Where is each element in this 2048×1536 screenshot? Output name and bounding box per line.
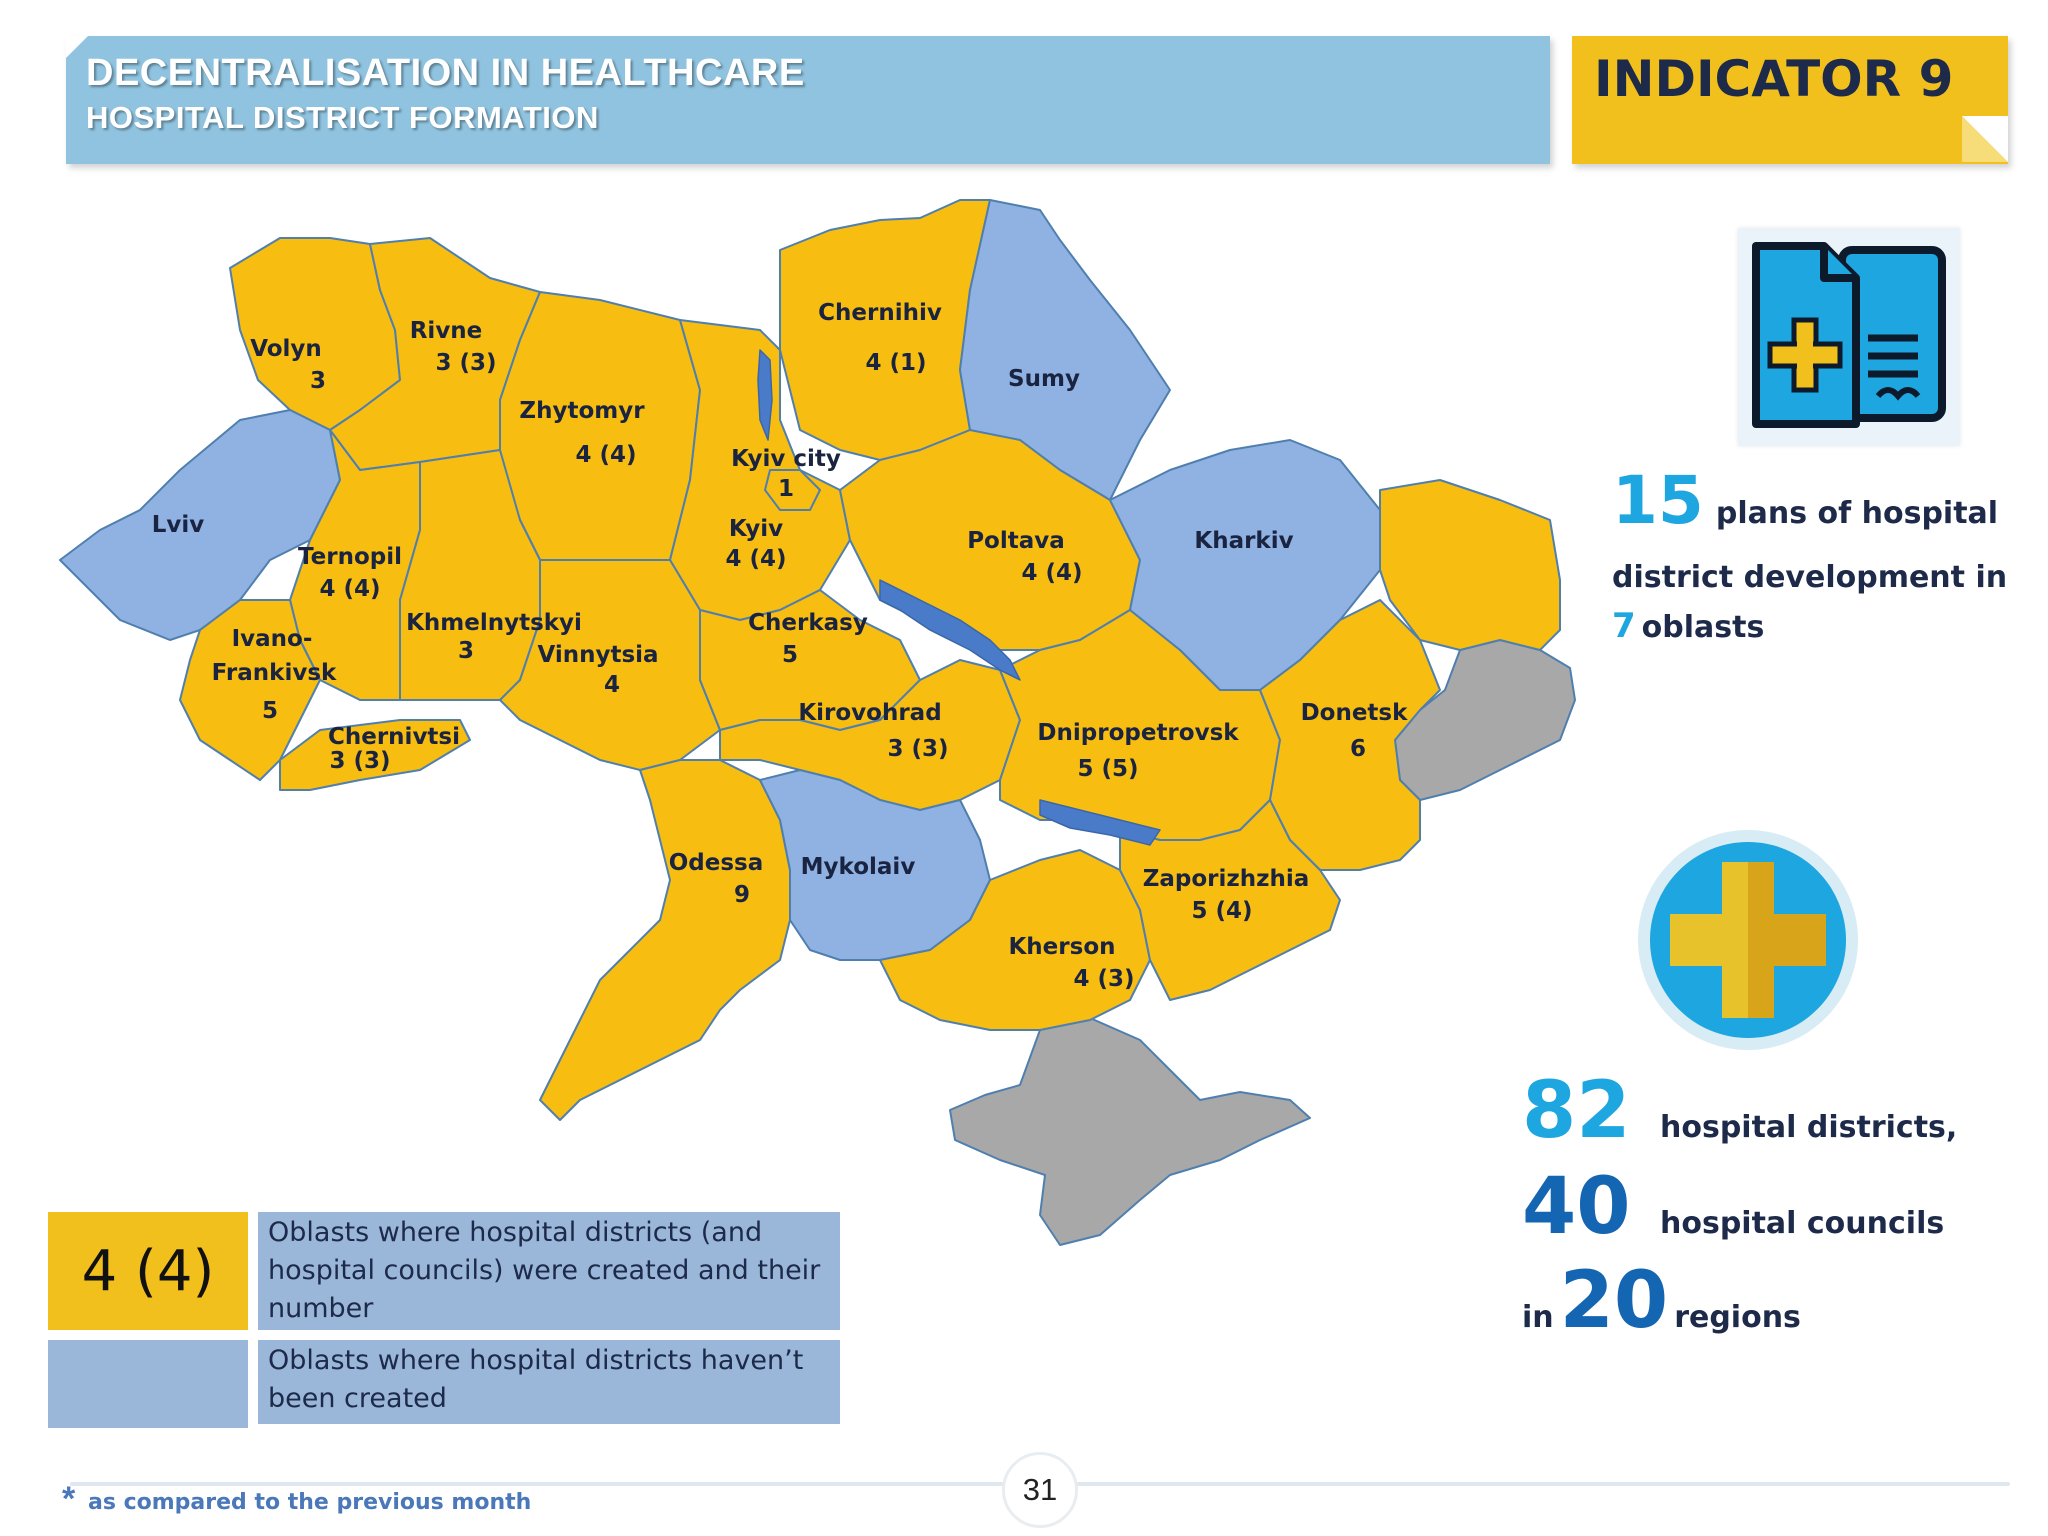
legend-swatch-created: 4 (4) [48, 1212, 248, 1330]
value-kirovohrad: 3 (3) [887, 736, 948, 762]
label-cherkasy: Cherkasy [748, 610, 868, 636]
value-volyn: 3 [310, 368, 326, 394]
header-corner-accent [66, 36, 88, 58]
footnote-text: as compared to the previous month [88, 1490, 532, 1515]
label-ternopil: Ternopil [298, 544, 402, 570]
stat-councils: 40 hospital councils [1522, 1162, 1944, 1252]
label-mykolaiv: Mykolaiv [801, 854, 916, 880]
stat-plans-text: plans of hospital [1715, 496, 1999, 531]
footnote-marker: * [62, 1480, 76, 1518]
region-luhansk [1379, 479, 1561, 651]
value-chernihiv: 4 (1) [865, 350, 926, 376]
medical-plus-icon [1628, 820, 1868, 1060]
region-chernivtsi [279, 719, 471, 791]
value-cherkasy: 5 [782, 642, 798, 668]
label-ivano-1: Ivano- [232, 626, 313, 652]
region-odessa [539, 759, 791, 1121]
medical-document-icon [1738, 228, 1960, 446]
value-donetsk: 6 [1350, 736, 1366, 762]
stat-plans-text-2: district development in [1612, 560, 2008, 595]
label-zaporizhzhia: Zaporizhzhia [1143, 866, 1310, 892]
stat-plans: 15 plans of hospital [1612, 462, 1998, 539]
label-kyiv: Kyiv [729, 516, 783, 542]
value-vinnytsia: 4 [604, 672, 620, 698]
legend-text-not-created: Oblasts where hospital districts haven’t… [258, 1340, 840, 1424]
value-zaporizhzhia: 5 (4) [1191, 898, 1252, 924]
label-odessa: Odessa [669, 850, 764, 876]
value-ternopil: 4 (4) [319, 576, 380, 602]
stat-districts-text: hospital districts, [1660, 1110, 1958, 1145]
stat-plans-number: 15 [1612, 462, 1704, 539]
stat-regions-text: regions [1674, 1300, 1801, 1335]
stat-councils-text: hospital councils [1660, 1206, 1945, 1241]
value-khmelnytskyi: 3 [458, 638, 474, 664]
region-chernihiv [779, 199, 991, 461]
value-kyiv-city: 1 [778, 476, 794, 502]
value-poltava: 4 (4) [1021, 560, 1082, 586]
label-khmelnytskyi: Khmelnytskyi [406, 610, 582, 636]
value-kherson: 4 (3) [1073, 966, 1134, 992]
value-zhytomyr: 4 (4) [575, 442, 636, 468]
label-volyn: Volyn [250, 336, 322, 362]
label-dnipropetrovsk: Dnipropetrovsk [1037, 720, 1239, 746]
label-kirovohrad: Kirovohrad [798, 700, 941, 726]
label-zhytomyr: Zhytomyr [519, 398, 645, 424]
region-crimea [949, 1017, 1311, 1246]
label-kharkiv: Kharkiv [1194, 528, 1293, 554]
region-ivano-frankivsk [179, 599, 321, 781]
legend-swatch-not-created [48, 1340, 248, 1428]
page-title: DECENTRALISATION IN HEALTHCARE [86, 52, 805, 94]
header-banner [66, 36, 1550, 164]
label-rivne: Rivne [410, 318, 483, 344]
stat-regions-prefix: in [1522, 1300, 1554, 1335]
value-ivano: 5 [262, 698, 278, 724]
stat-oblasts-text: oblasts [1641, 610, 1765, 645]
page-number: 31 [1002, 1452, 1078, 1528]
indicator-badge [1572, 36, 2008, 164]
stat-councils-number: 40 [1522, 1162, 1631, 1252]
label-vinnytsia: Vinnytsia [537, 642, 658, 668]
stat-oblasts: 7 oblasts [1612, 606, 1764, 646]
label-kyiv-city: Kyiv city [731, 446, 841, 472]
label-donetsk: Donetsk [1301, 700, 1409, 726]
value-odessa: 9 [734, 882, 750, 908]
region-zhytomyr [499, 291, 701, 561]
region-kyiv-city [764, 469, 821, 511]
stat-regions: in20 regions [1522, 1256, 1801, 1346]
stat-regions-number: 20 [1559, 1256, 1669, 1346]
stat-districts-number: 82 [1522, 1066, 1631, 1156]
stat-oblasts-number: 7 [1612, 606, 1636, 646]
value-chernivtsi: 3 (3) [329, 748, 390, 774]
label-poltava: Poltava [967, 528, 1065, 554]
page-subtitle: HOSPITAL DISTRICT FORMATION [86, 100, 599, 135]
label-chernihiv: Chernihiv [818, 300, 942, 326]
value-rivne: 3 (3) [435, 350, 496, 376]
label-chernivtsi: Chernivtsi [328, 724, 460, 750]
region-donetsk [1259, 599, 1441, 871]
stat-districts: 82 hospital districts, [1522, 1066, 1957, 1156]
region-zaporizhzhia [1119, 799, 1341, 1001]
indicator-label: INDICATOR 9 [1594, 50, 1954, 108]
indicator-fold-cut [1962, 116, 2008, 162]
label-kherson: Kherson [1008, 934, 1115, 960]
value-dnipropetrovsk: 5 (5) [1077, 756, 1138, 782]
label-lviv: Lviv [152, 512, 205, 538]
legend-text-created: Oblasts where hospital districts (and ho… [258, 1212, 840, 1330]
river-dnipro [757, 349, 1161, 846]
label-sumy: Sumy [1008, 366, 1080, 392]
label-ivano-2: Frankivsk [212, 660, 337, 686]
value-kyiv: 4 (4) [725, 546, 786, 572]
